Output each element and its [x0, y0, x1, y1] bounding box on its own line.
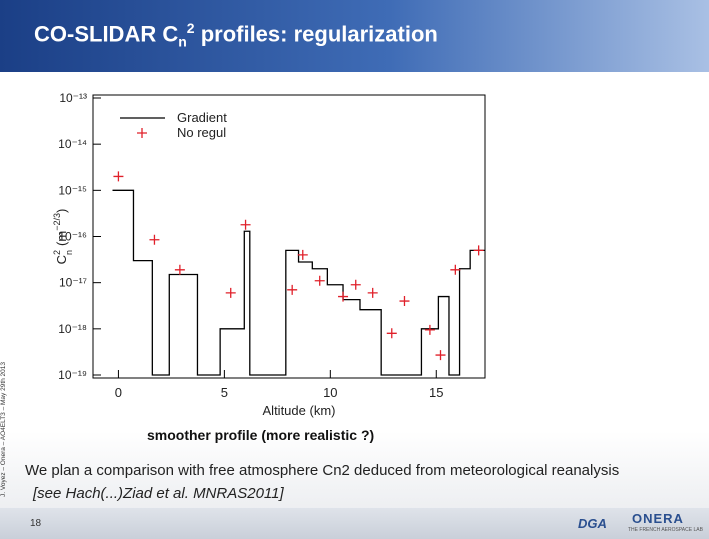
x-axis-label: Altitude (km) [263, 403, 336, 418]
plus-marker [338, 291, 349, 302]
reference: [see Hach(...)Ziad et al. MNRAS2011] [33, 485, 284, 502]
plus-marker [450, 264, 461, 275]
plus-marker [287, 284, 298, 295]
footer [0, 508, 709, 539]
plus-marker [297, 249, 308, 260]
plus-marker [399, 296, 410, 307]
y-tick-label: 10⁻¹³ [59, 91, 87, 105]
plus-marker [113, 171, 124, 182]
y-label-base: C [54, 255, 69, 264]
plus-marker [435, 350, 446, 361]
y-label-sub: n [64, 250, 74, 255]
logo-onera: ONERA [632, 511, 684, 526]
legend-swatch [137, 128, 147, 138]
title-sup: 2 [186, 20, 195, 36]
body-text: We plan a comparison with free atmospher… [25, 462, 620, 479]
y-tick-label: 10⁻¹⁸ [58, 322, 87, 336]
y-tick-label: 10⁻¹⁴ [58, 137, 87, 151]
plus-marker [424, 324, 435, 335]
caption: smoother profile (more realistic ?) [147, 427, 375, 443]
slide-title: CO-SLIDAR Cn2 profiles: regularization [34, 20, 438, 50]
x-tick-label: 5 [221, 385, 228, 400]
plus-marker [174, 264, 185, 275]
gradient-line [112, 189, 485, 376]
title-sub: n [178, 33, 187, 50]
logo-tagline: THE FRENCH AEROSPACE LAB [628, 527, 703, 533]
legend-label: Gradient [177, 110, 227, 125]
title-text: profiles: regularization [194, 21, 438, 47]
y-tick-label: 10⁻¹⁶ [58, 230, 87, 244]
plus-marker [386, 328, 397, 339]
y-label-sup: 2 [52, 250, 62, 255]
x-tick-label: 0 [115, 385, 122, 400]
title-text: CO-SLIDAR C [34, 21, 179, 47]
y-axis-label: C2 n (m−2/3) [52, 209, 74, 265]
plus-marker [314, 275, 325, 286]
x-tick-label: 10 [323, 385, 337, 400]
plus-marker [240, 219, 251, 230]
y-tick-label: 10⁻¹⁹ [58, 368, 87, 382]
y-tick-label: 10⁻¹⁷ [59, 276, 87, 290]
plus-marker [367, 287, 378, 298]
plus-marker [473, 245, 484, 256]
y-label-unit: (m [54, 231, 69, 246]
plus-marker [350, 279, 361, 290]
legend-label: No regul [177, 125, 226, 140]
plus-marker [149, 234, 160, 245]
y-label-unit-sup: −2/3 [52, 213, 62, 231]
x-tick-label: 15 [429, 385, 443, 400]
plus-marker [225, 287, 236, 298]
page-number: 18 [30, 518, 42, 529]
logo-dga: DGA [578, 516, 607, 531]
y-tick-label: 10⁻¹⁵ [58, 183, 87, 197]
header-band [0, 0, 709, 72]
y-label-close: ) [54, 209, 69, 213]
